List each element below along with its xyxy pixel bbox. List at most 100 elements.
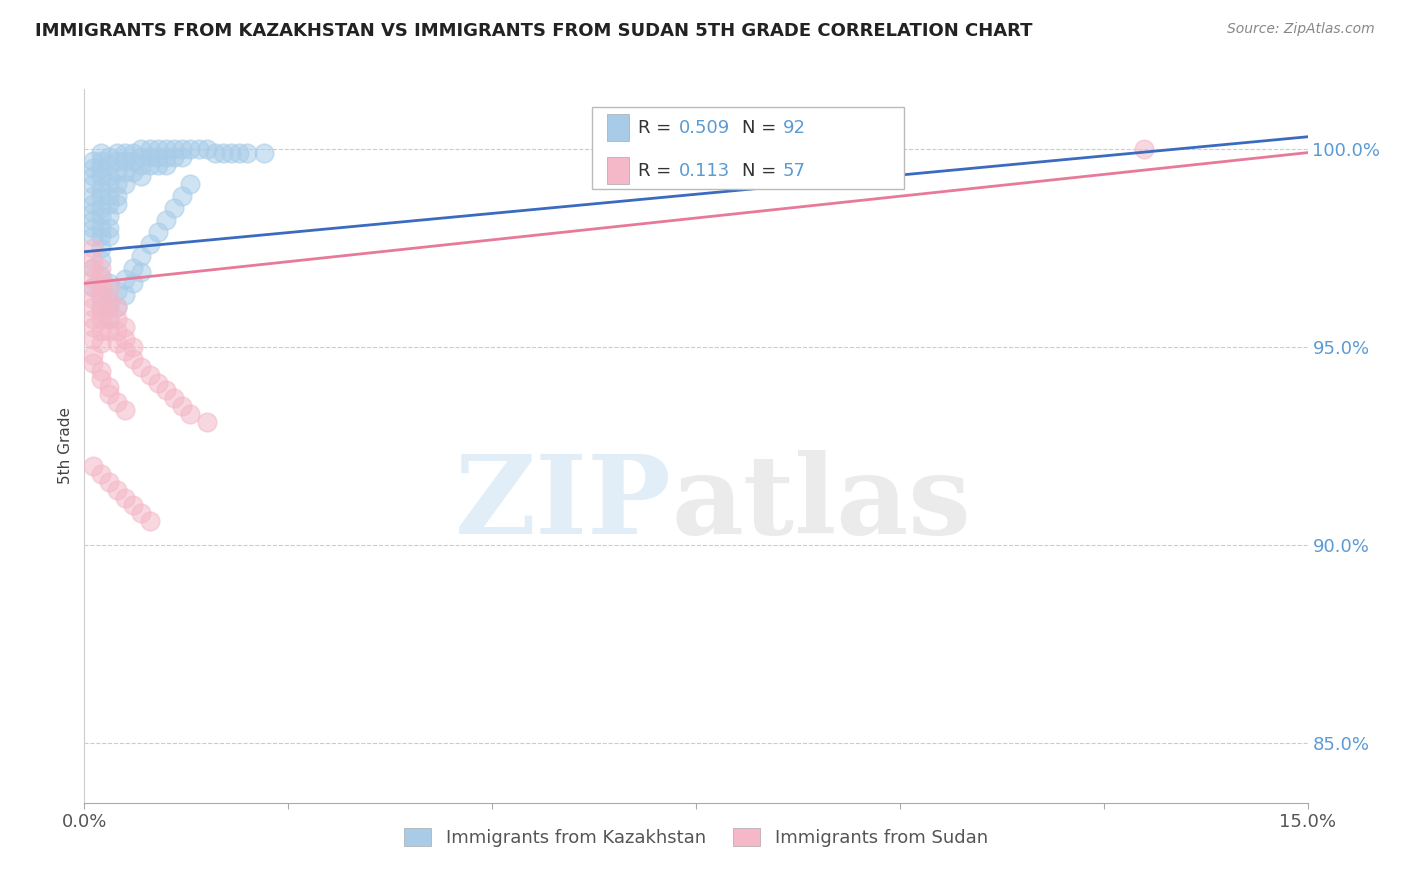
Point [82,332,104,346]
Point [122,277,145,291]
Point [122,351,145,366]
Point [97,300,120,314]
Point [204,145,226,160]
Point [155,384,177,398]
Point [195,142,218,156]
Point [90,467,112,481]
Point [105,145,128,160]
Point [131,359,153,374]
Point [90,268,112,283]
Point [105,300,128,314]
Point [105,483,128,497]
Point [82,213,104,227]
Text: IMMIGRANTS FROM KAZAKHSTAN VS IMMIGRANTS FROM SUDAN 5TH GRADE CORRELATION CHART: IMMIGRANTS FROM KAZAKHSTAN VS IMMIGRANTS… [35,22,1032,40]
Point [90,169,112,184]
Point [82,300,104,314]
Point [97,189,120,203]
Point [114,332,136,346]
Point [97,169,120,184]
Point [172,189,194,203]
Point [122,153,145,168]
FancyBboxPatch shape [592,107,904,189]
Point [90,181,112,195]
Point [122,145,145,160]
Text: N =: N = [742,119,783,136]
Point [155,142,177,156]
Point [105,197,128,211]
Point [131,264,153,278]
Point [90,335,112,350]
Text: 57: 57 [783,161,806,179]
Point [82,260,104,275]
Point [155,150,177,164]
Point [163,142,186,156]
Point [82,272,104,286]
Point [90,364,112,378]
Point [90,293,112,307]
FancyBboxPatch shape [606,114,628,141]
Point [105,395,128,409]
Point [82,293,104,307]
Point [219,145,242,160]
Point [82,348,104,362]
Point [90,260,112,275]
Point [146,376,169,390]
Text: 0.113: 0.113 [679,161,730,179]
Point [122,165,145,179]
Point [114,288,136,302]
Point [97,312,120,326]
Point [163,150,186,164]
Point [82,205,104,219]
Point [97,379,120,393]
Point [97,293,120,307]
Point [105,178,128,192]
Point [114,165,136,179]
Point [97,387,120,401]
Point [236,145,259,160]
Text: R =: R = [638,119,678,136]
Point [97,312,120,326]
Text: R =: R = [638,161,678,179]
Point [90,300,112,314]
Point [253,145,276,160]
Point [90,371,112,385]
Point [82,320,104,334]
Point [97,197,120,211]
Point [155,157,177,171]
Point [138,157,160,171]
Point [131,507,153,521]
Point [82,228,104,243]
Point [131,157,153,171]
Point [172,400,194,414]
Point [82,241,104,255]
Point [138,150,160,164]
Point [82,169,104,184]
Point [82,260,104,275]
Point [90,145,112,160]
Point [97,475,120,489]
Point [82,312,104,326]
Point [82,252,104,267]
Point [90,209,112,223]
Point [90,221,112,235]
Point [105,335,128,350]
Point [82,221,104,235]
Point [90,189,112,203]
Point [97,209,120,223]
Point [187,142,209,156]
Point [138,368,160,382]
Text: 0.509: 0.509 [679,119,730,136]
Point [114,272,136,286]
Text: atlas: atlas [672,450,972,557]
Point [138,514,160,528]
Text: N =: N = [742,161,783,179]
Point [114,153,136,168]
Point [131,150,153,164]
Text: Source: ZipAtlas.com: Source: ZipAtlas.com [1227,22,1375,37]
Point [122,340,145,354]
Point [131,169,153,184]
Point [114,320,136,334]
Point [131,249,153,263]
Point [172,150,194,164]
Point [82,161,104,176]
